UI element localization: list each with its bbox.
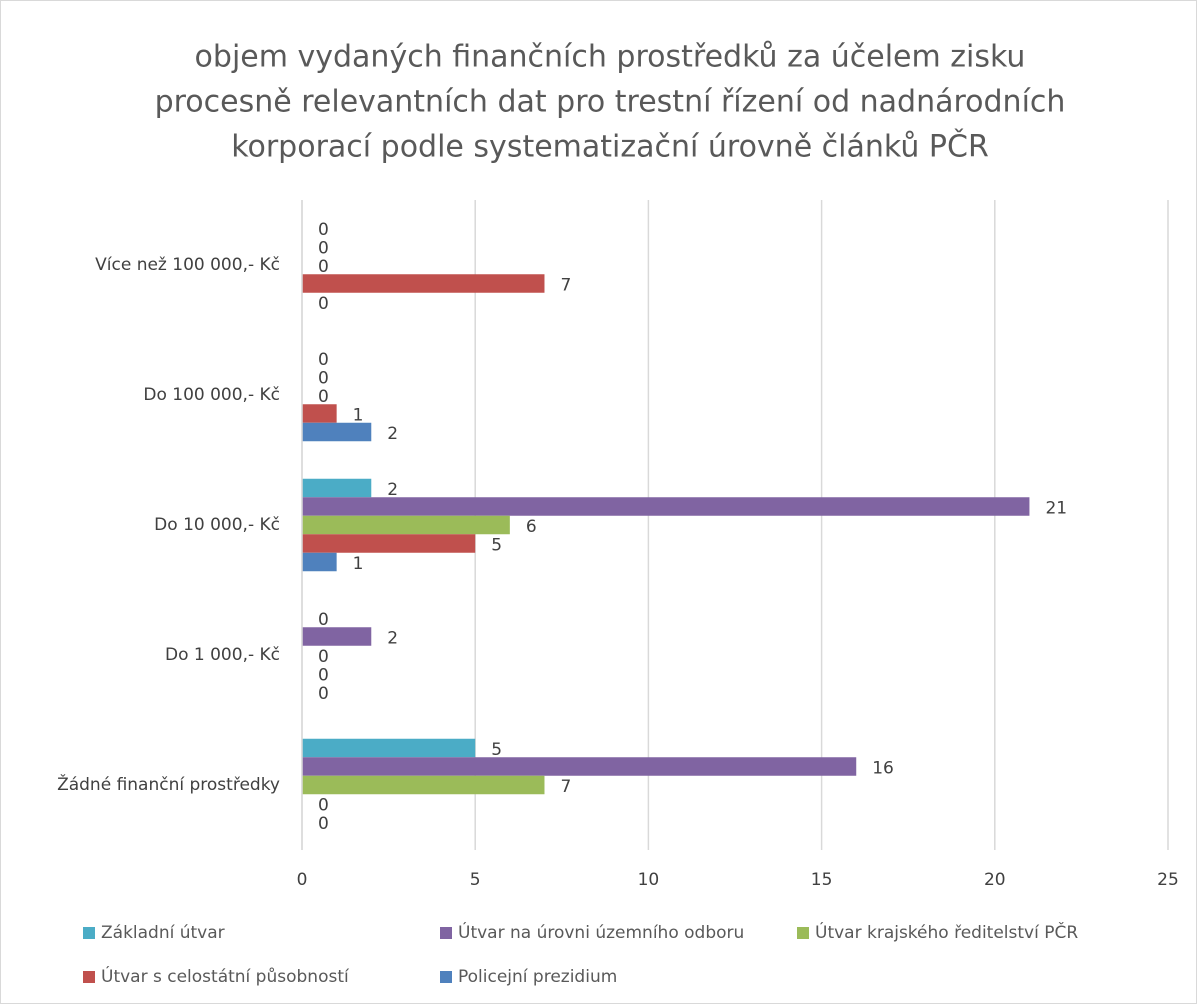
x-tick-label: 5 <box>470 870 481 890</box>
y-tick-label: Do 100 000,- Kč <box>143 385 280 405</box>
data-label: 0 <box>318 350 329 370</box>
data-label: 1 <box>353 406 364 426</box>
legend-swatch <box>83 927 95 939</box>
legend-label: Základní útvar <box>101 923 225 943</box>
data-label: 0 <box>318 666 329 686</box>
legend-swatch <box>797 927 809 939</box>
data-label: 0 <box>318 684 329 704</box>
data-label: 0 <box>318 814 329 834</box>
data-label: 0 <box>318 647 329 667</box>
y-tick-label: Žádné finanční prostředky <box>57 773 280 795</box>
legend-label: Policejní prezidium <box>458 967 617 987</box>
bar <box>302 422 372 442</box>
data-label: 0 <box>318 257 329 277</box>
data-label: 0 <box>318 220 329 240</box>
legend-swatch <box>440 927 452 939</box>
data-label: 0 <box>318 796 329 816</box>
data-label: 0 <box>318 387 329 407</box>
data-label: 0 <box>318 239 329 259</box>
data-label: 5 <box>491 536 502 556</box>
y-tick-label: Do 1 000,- Kč <box>165 645 280 665</box>
bar <box>302 627 372 646</box>
data-label: 21 <box>1045 499 1067 519</box>
data-label: 2 <box>387 480 398 500</box>
bar <box>302 274 545 293</box>
bar <box>302 404 337 423</box>
data-label: 2 <box>387 424 398 444</box>
data-label: 5 <box>491 740 502 760</box>
x-tick-label: 15 <box>811 870 833 890</box>
bar <box>302 534 476 553</box>
bar <box>302 757 857 776</box>
legend-swatch <box>440 971 452 983</box>
data-label: 16 <box>872 759 894 779</box>
legend-label: Útvar s celostátní působností <box>101 965 350 987</box>
data-label: 0 <box>318 294 329 314</box>
bar <box>302 478 372 498</box>
data-label: 7 <box>560 777 571 797</box>
data-label: 6 <box>526 517 537 537</box>
bar <box>302 497 1030 516</box>
data-label: 0 <box>318 369 329 389</box>
chart-title: objem vydaných finančních prostředků za … <box>195 40 1026 75</box>
bar <box>302 515 510 535</box>
data-label: 2 <box>387 629 398 649</box>
legend-label: Útvar krajského ředitelství PČR <box>815 921 1078 943</box>
data-label: 7 <box>560 276 571 296</box>
bar <box>302 552 337 572</box>
data-label: 0 <box>318 610 329 630</box>
chart-title: procesně relevantních dat pro trestní ří… <box>155 85 1066 120</box>
bar <box>302 775 545 795</box>
legend-swatch <box>83 971 95 983</box>
y-tick-label: Do 10 000,- Kč <box>154 515 280 535</box>
x-tick-label: 25 <box>1157 870 1179 890</box>
x-tick-label: 0 <box>297 870 308 890</box>
legend-label: Útvar na úrovni územního odboru <box>458 921 744 943</box>
x-tick-label: 20 <box>984 870 1006 890</box>
data-label: 1 <box>353 554 364 574</box>
x-tick-label: 10 <box>638 870 660 890</box>
chart-title: korporací podle systematizační úrovně čl… <box>231 128 989 165</box>
bar <box>302 738 476 758</box>
y-tick-label: Více než 100 000,- Kč <box>95 255 280 275</box>
